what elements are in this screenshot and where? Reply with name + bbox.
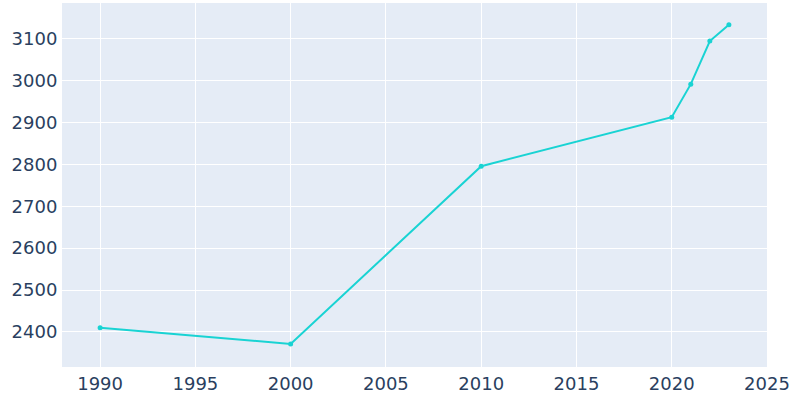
svg-text:2025: 2025 [744,373,790,394]
svg-text:2900: 2900 [12,112,58,133]
svg-text:2000: 2000 [268,373,314,394]
svg-text:2800: 2800 [12,154,58,175]
svg-text:2005: 2005 [363,373,409,394]
svg-text:3100: 3100 [12,28,58,49]
svg-text:2500: 2500 [12,279,58,300]
svg-text:2010: 2010 [458,373,504,394]
svg-text:2600: 2600 [12,237,58,258]
svg-text:2700: 2700 [12,196,58,217]
svg-text:2015: 2015 [554,373,600,394]
svg-text:2020: 2020 [649,373,695,394]
svg-text:2400: 2400 [12,321,58,342]
svg-text:1990: 1990 [77,373,123,394]
svg-text:3000: 3000 [12,70,58,91]
svg-text:1995: 1995 [172,373,218,394]
